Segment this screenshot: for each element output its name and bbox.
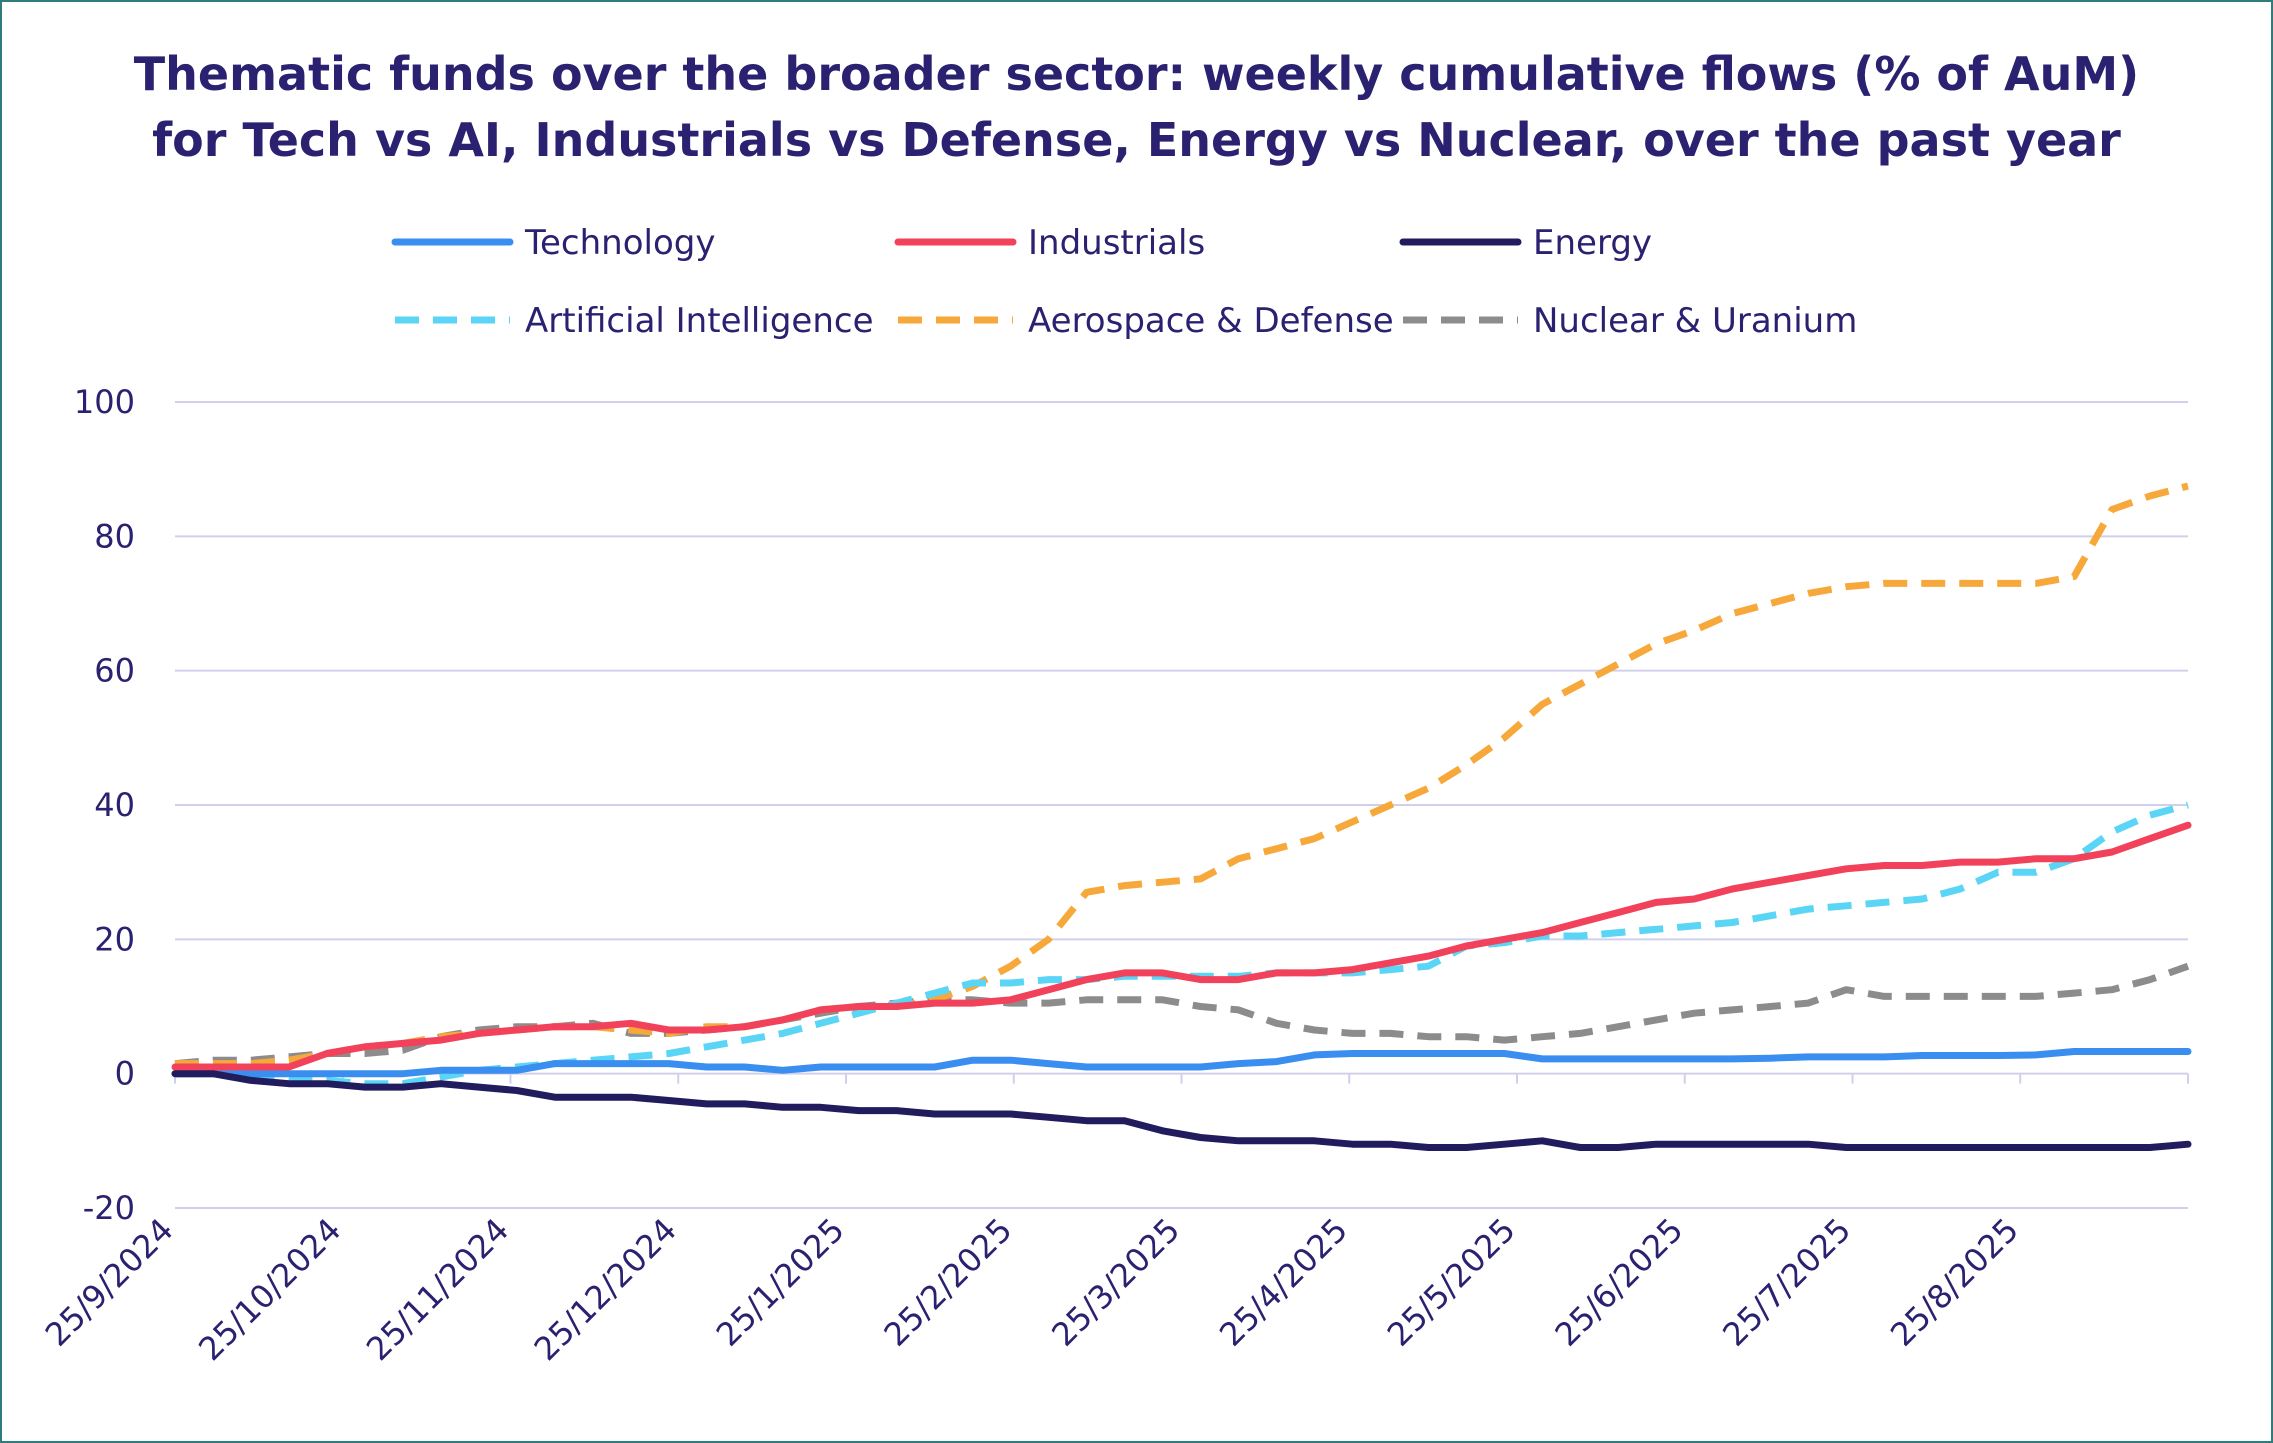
y-tick-label: 40: [94, 786, 135, 824]
legend-label: Nuclear & Uranium: [1533, 301, 1857, 341]
y-tick-label: 20: [94, 920, 135, 958]
x-tick-label: 25/7/2025: [1715, 1211, 1858, 1354]
x-tick-label: 25/12/2024: [527, 1211, 684, 1368]
series-line-artificial-intelligence: [175, 801, 2189, 1088]
x-tick-label: 25/8/2025: [1883, 1211, 2026, 1354]
legend: Technology Industrials Energy Artificial In…: [391, 223, 1857, 341]
y-axis-ticks: -20 0 20 40 60 80 100: [74, 383, 135, 1227]
series-line-nuclear-uranium: [174, 962, 2190, 1068]
legend-label: Energy: [1533, 223, 1652, 263]
x-tick-label: 25/2/2025: [877, 1211, 1020, 1354]
x-tick-label: 25/9/2024: [38, 1211, 181, 1354]
y-tick-label: 60: [94, 652, 135, 690]
chart-title-line-1: Thematic funds over the broader sector: …: [133, 47, 2140, 101]
series-line-aerospace-defense: [175, 482, 2189, 1068]
legend-label: Industrials: [1028, 223, 1205, 263]
legend-label: Technology: [524, 223, 715, 263]
chart-title-line-2: for Tech vs AI, Industrials vs Defense, …: [152, 113, 2121, 167]
series-line-industrials: [171, 821, 2192, 1071]
y-tick-label: 100: [74, 383, 135, 421]
legend-label: Aerospace & Defense: [1028, 301, 1394, 341]
x-tick-label: 25/11/2024: [359, 1211, 516, 1368]
series-lines: [171, 482, 2192, 1151]
x-tick-label: 25/6/2025: [1548, 1211, 1691, 1354]
y-tick-label: 0: [115, 1055, 135, 1093]
x-tick-label: 25/1/2025: [709, 1211, 852, 1354]
x-tick-label: 25/10/2024: [191, 1211, 348, 1368]
series-line-technology: [171, 1048, 2192, 1078]
legend-label: Artificial Intelligence: [525, 301, 873, 341]
x-tick-label: 25/3/2025: [1044, 1211, 1187, 1354]
series-line-energy: [171, 1070, 2192, 1151]
y-tick-label: -20: [83, 1189, 135, 1227]
x-tick-label: 25/4/2025: [1212, 1211, 1355, 1354]
y-tick-label: 80: [94, 517, 135, 555]
x-tick-label: 25/5/2025: [1380, 1211, 1523, 1354]
